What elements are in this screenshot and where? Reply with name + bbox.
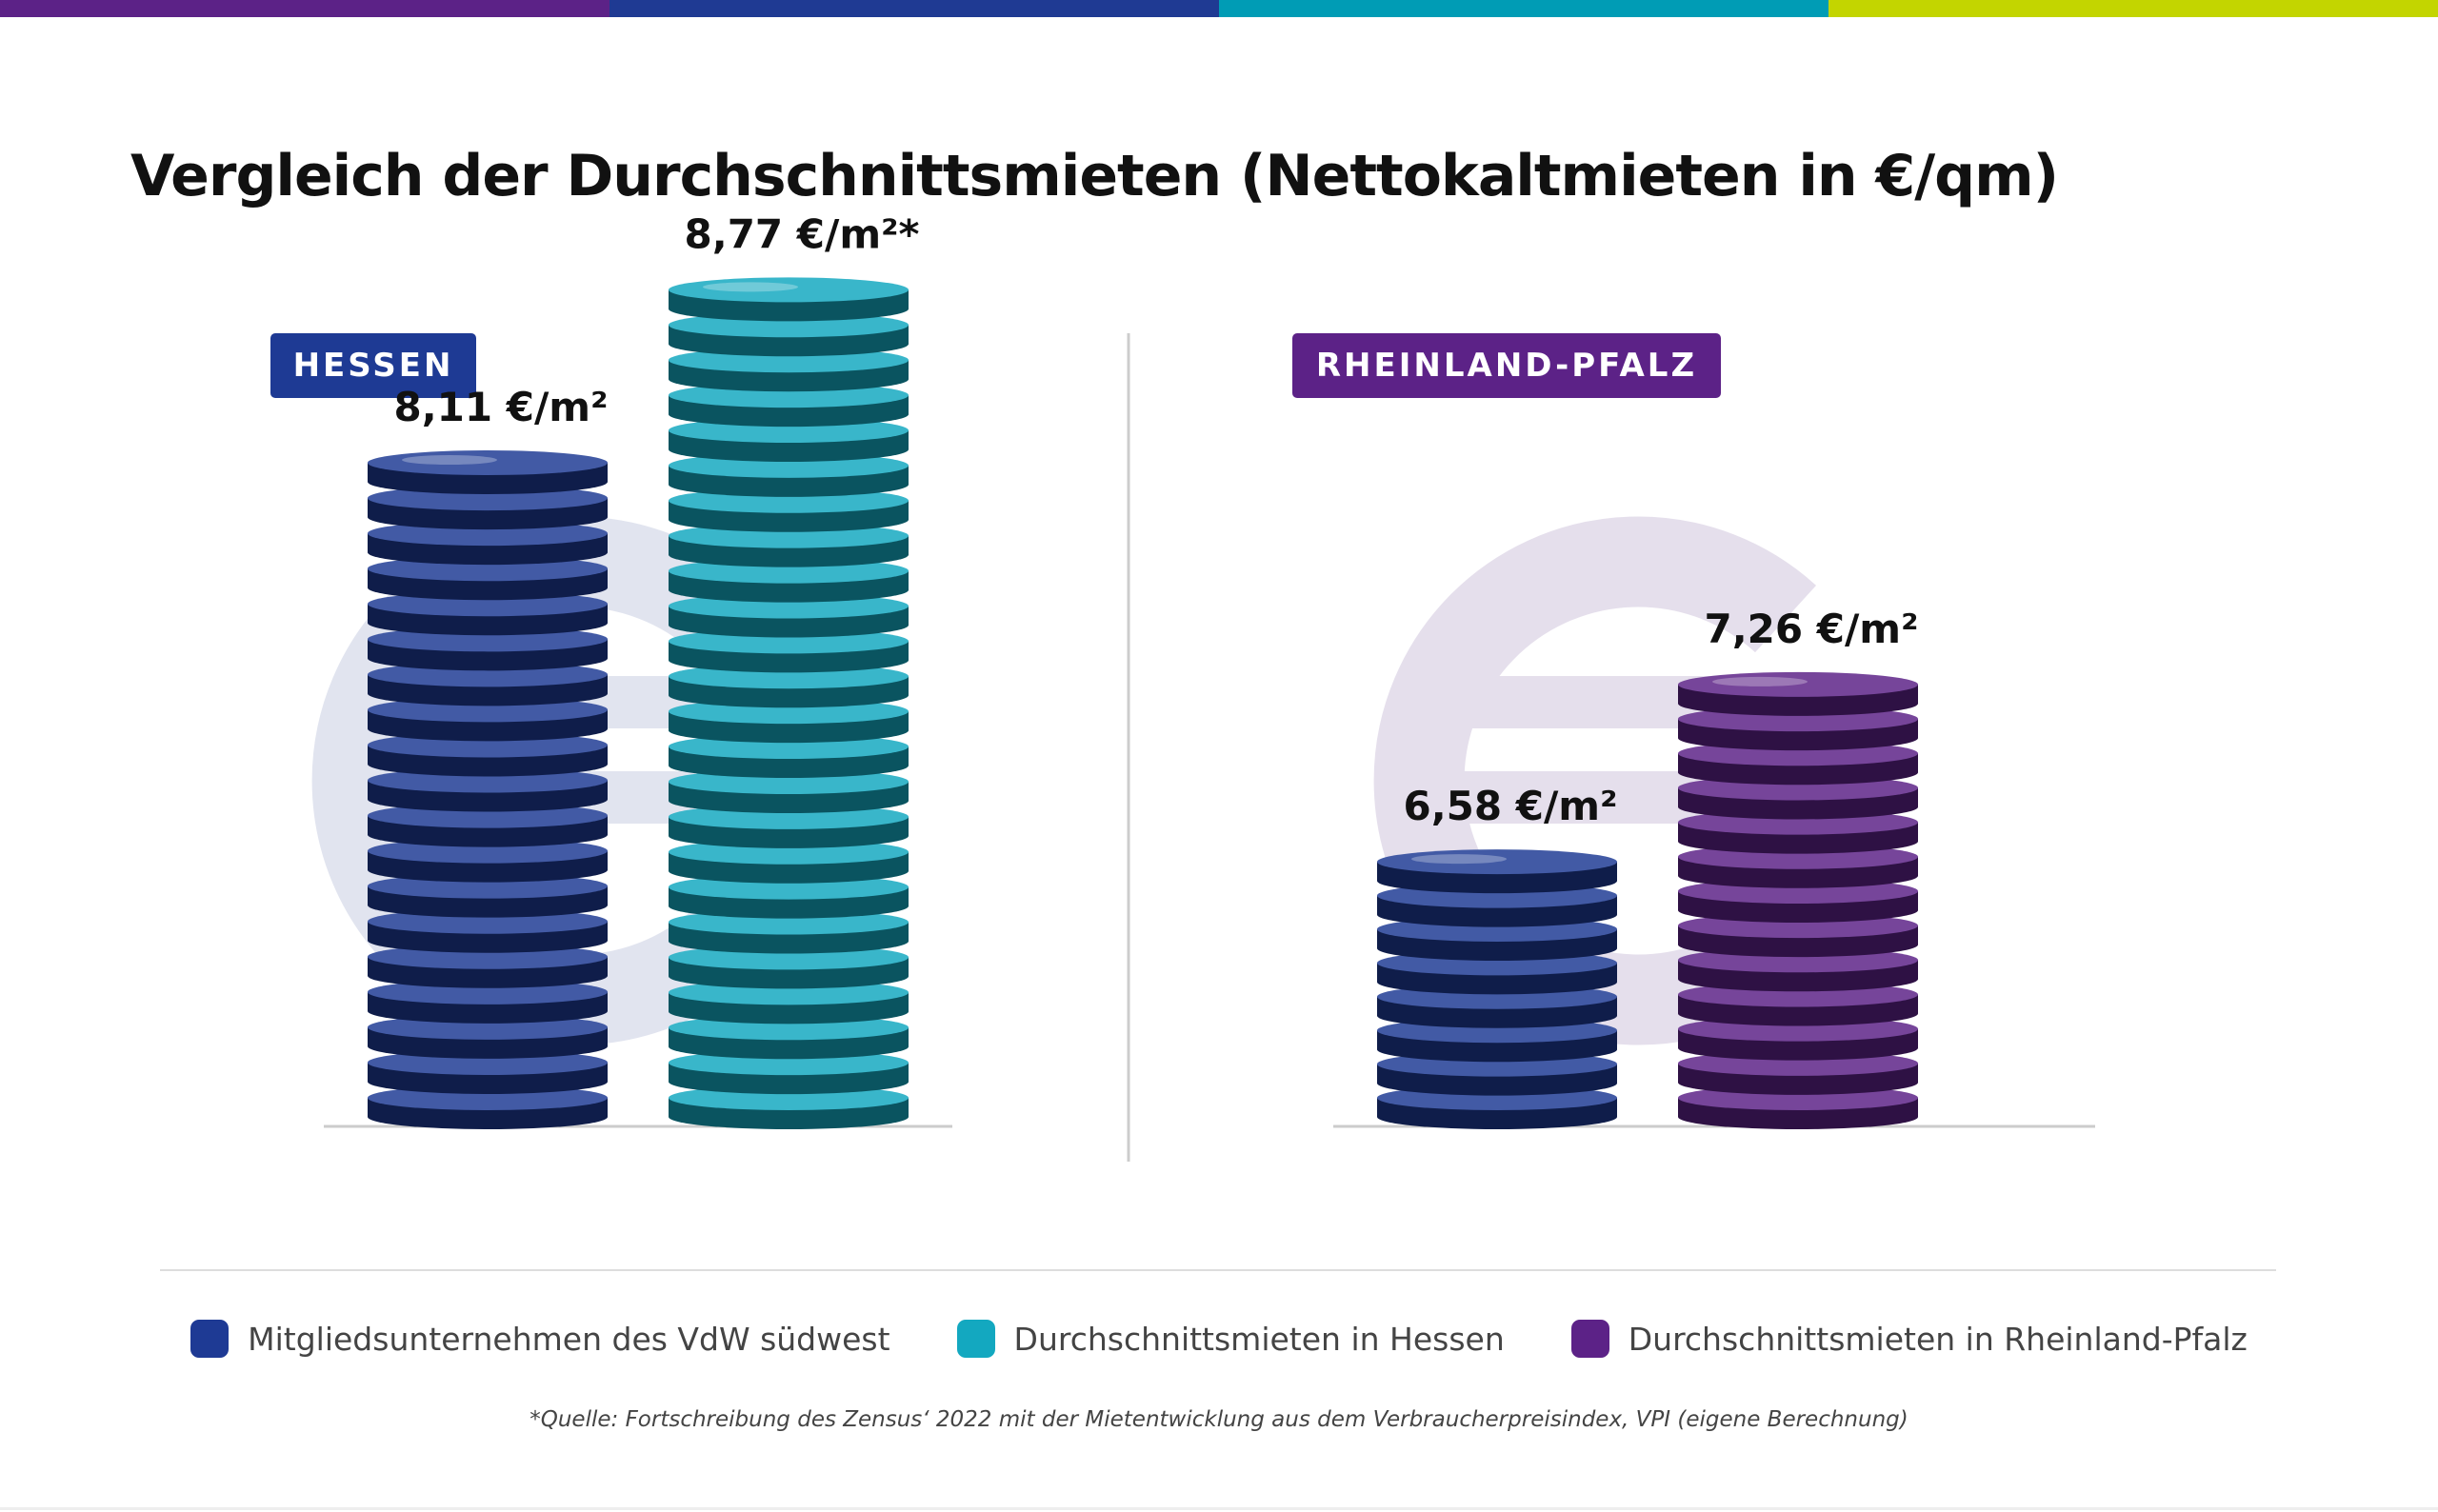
coin-stack-bar	[368, 450, 608, 1129]
group-badge-label: HESSEN	[293, 347, 454, 385]
top-color-band	[0, 0, 2438, 17]
legend-swatch	[1570, 1320, 1609, 1358]
group-badge: HESSEN	[270, 333, 476, 398]
color-band-segment	[1828, 0, 2438, 17]
source-footnote: *Quelle: Fortschreibung des Zensus‘ 2022…	[530, 1407, 1908, 1432]
bar-value-label: 6,58 €/m²	[1404, 783, 1618, 829]
legend-swatch	[190, 1320, 230, 1358]
legend-swatch	[956, 1320, 995, 1358]
legend-divider	[160, 1269, 2276, 1271]
legend-item-rlp: Durchschnittsmieten in Rheinland-Pfalz	[1570, 1320, 2248, 1358]
group-badge: RHEINLAND-PFALZ	[1292, 333, 1721, 398]
legend-label: Mitgliedsunternehmen des VdW südwest	[248, 1320, 890, 1358]
coin-stack-bar	[1377, 849, 1617, 1129]
legend-label: Durchschnittsmieten in Rheinland-Pfalz	[1628, 1320, 2248, 1358]
color-band-segment	[0, 0, 610, 17]
legend-item-vdw: Mitgliedsunternehmen des VdW südwest	[190, 1320, 890, 1358]
chart-title: Vergleich der Durchschnittsmieten (Netto…	[130, 143, 2059, 209]
legend-item-hessen: Durchschnittsmieten in Hessen	[956, 1320, 1505, 1358]
legend-label: Durchschnittsmieten in Hessen	[1013, 1320, 1505, 1358]
bottom-rule	[0, 1507, 2438, 1510]
color-band-segment	[1219, 0, 1828, 17]
legend: Mitgliedsunternehmen des VdW südwest Dur…	[0, 1312, 2438, 1365]
coin-stack-bar	[669, 277, 909, 1129]
bar-value-label: 8,11 €/m²	[394, 384, 609, 430]
color-band-segment	[610, 0, 1219, 17]
coin-stack-bar	[1678, 671, 1918, 1129]
group-badge-label: RHEINLAND-PFALZ	[1316, 347, 1697, 385]
bar-value-label: 8,77 €/m²*	[685, 210, 920, 257]
bar-value-label: 7,26 €/m²	[1705, 606, 1919, 652]
